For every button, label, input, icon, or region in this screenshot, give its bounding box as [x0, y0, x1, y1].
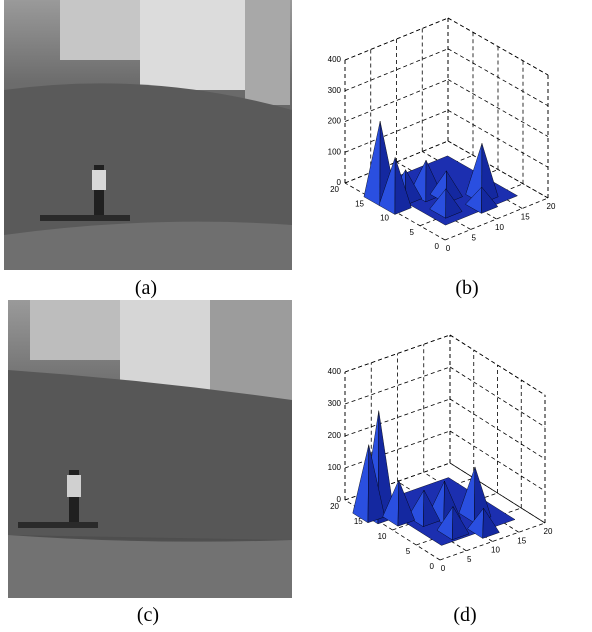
surface-peak	[352, 444, 385, 524]
grid-line	[444, 197, 549, 241]
photo	[4, 0, 292, 270]
x-tick-label: 15	[517, 536, 526, 545]
peak-face	[363, 121, 381, 207]
grid-line	[344, 334, 451, 373]
z-tick-label: 200	[328, 117, 342, 126]
z-tick-label: 300	[328, 399, 342, 408]
grid-line	[449, 366, 546, 428]
peak-face	[445, 188, 463, 219]
surface-peak	[436, 505, 470, 541]
grid-line	[344, 398, 451, 437]
photo	[8, 300, 292, 598]
caption: (d)	[453, 604, 476, 626]
z-tick-label: 0	[337, 495, 342, 504]
z-tick-label: 200	[328, 431, 342, 440]
surface-peak	[382, 479, 416, 527]
grid-line	[344, 430, 451, 469]
x-tick-label: 20	[547, 202, 556, 211]
peak-face	[397, 479, 416, 527]
peak-face	[377, 410, 395, 525]
grid-line	[439, 522, 546, 561]
z-tick-label: 100	[328, 463, 342, 472]
x-tick-label: 0	[441, 564, 446, 573]
peak-face	[394, 157, 412, 215]
surface-peak	[458, 466, 492, 524]
grid-line	[344, 17, 449, 61]
y-tick-label: 5	[410, 228, 415, 237]
peak-face	[367, 444, 385, 524]
y-tick-label: 5	[406, 547, 411, 556]
z-tick-label: 0	[337, 178, 342, 187]
z-tick-label: 400	[328, 367, 342, 376]
surface-peak	[465, 143, 499, 204]
grid-line	[447, 79, 549, 137]
z-tick-label: 400	[328, 55, 342, 64]
grid-line	[344, 79, 449, 122]
grid-line	[344, 462, 451, 501]
grid-line	[344, 48, 449, 92]
z-tick-label: 300	[328, 86, 342, 95]
grid-line	[344, 366, 451, 405]
y-tick-label: 0	[430, 562, 435, 571]
y-tick-label: 10	[378, 532, 387, 541]
caption: (c)	[137, 604, 159, 626]
surface-peak	[465, 186, 499, 214]
surface-peak	[467, 507, 500, 539]
x-tick-label: 10	[491, 546, 500, 555]
grid-line	[447, 17, 549, 76]
caption: (a)	[135, 277, 157, 299]
surface-peak	[429, 188, 463, 219]
x-tick-label: 20	[544, 527, 553, 536]
x-tick-label: 5	[467, 555, 472, 564]
y-tick-label: 15	[355, 199, 364, 208]
grid-line	[344, 140, 449, 184]
y-tick-label: 20	[330, 185, 339, 194]
x-tick-label: 5	[472, 234, 477, 243]
x-tick-label: 0	[446, 244, 451, 253]
z-tick-label: 100	[328, 147, 342, 156]
peak-face	[352, 444, 369, 524]
peak-face	[481, 186, 499, 214]
y-tick-label: 20	[330, 502, 339, 511]
y-tick-label: 0	[435, 242, 440, 251]
grid-line	[344, 109, 449, 153]
caption: (b)	[455, 277, 478, 299]
surface-peak	[378, 157, 412, 215]
peak-face	[422, 490, 441, 527]
peak-face	[482, 507, 500, 539]
y-tick-label: 10	[380, 214, 389, 223]
x-tick-label: 10	[495, 223, 504, 232]
peak-face	[451, 505, 470, 541]
x-tick-label: 15	[521, 213, 530, 222]
peak-face	[405, 168, 423, 206]
y-tick-label: 15	[354, 517, 363, 526]
